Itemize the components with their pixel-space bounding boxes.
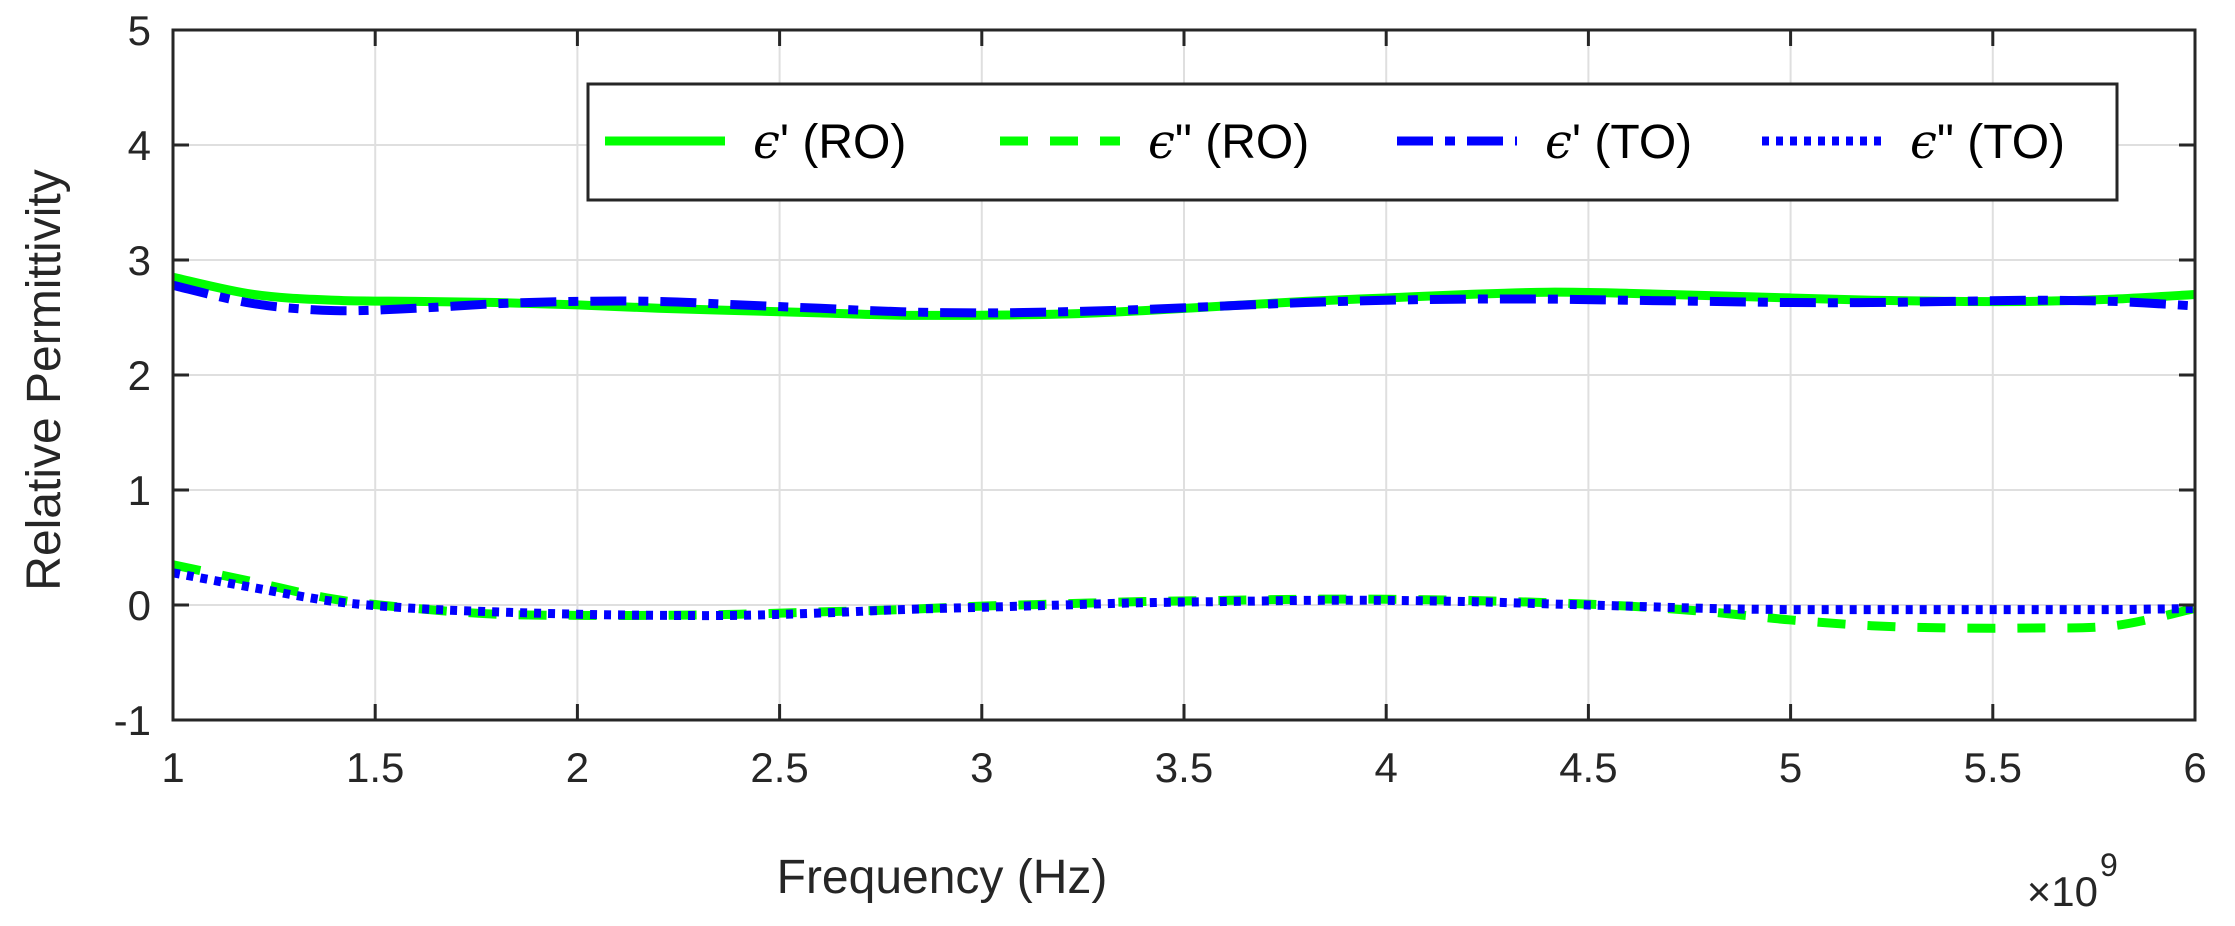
legend-text: " (RO) bbox=[1175, 116, 1309, 169]
y-tick-label: 1 bbox=[128, 467, 151, 514]
x-tick-label: 4 bbox=[1375, 744, 1398, 791]
x-axis-label: Frequency (Hz) bbox=[777, 851, 1108, 904]
x-tick-label: 3 bbox=[970, 744, 993, 791]
x-tick-label: 6 bbox=[2183, 744, 2206, 791]
x-tick-label: 5.5 bbox=[1964, 744, 2022, 791]
legend-item-eps-imag-ro: ϵ" (RO) bbox=[1000, 114, 1309, 170]
x-tick-label: 1.5 bbox=[346, 744, 404, 791]
legend-item-eps-imag-to: ϵ" (TO) bbox=[1762, 114, 2065, 170]
tick-labels: 1 1.5 2 2.5 3 3.5 4 4.5 5 5.5 6 -1 0 1 2 3 4 5 bbox=[114, 7, 2207, 791]
ticks bbox=[171, 28, 2197, 722]
legend-label: ϵ' (RO) bbox=[753, 114, 906, 170]
x-multiplier-base: ×10 bbox=[2027, 868, 2098, 915]
legend-text: ' (TO) bbox=[1572, 116, 1692, 169]
legend-symbol: ϵ bbox=[1545, 114, 1572, 170]
x-tick-label: 3.5 bbox=[1155, 744, 1213, 791]
x-tick-label: 5 bbox=[1779, 744, 1802, 791]
legend-symbol: ϵ bbox=[753, 114, 780, 170]
y-tick-label: 4 bbox=[128, 122, 151, 169]
y-tick-label: 3 bbox=[128, 237, 151, 284]
legend-symbol: ϵ bbox=[1148, 114, 1175, 170]
x-multiplier: ×10 9 bbox=[2027, 847, 2118, 915]
legend-item-eps-real-to: ϵ' (TO) bbox=[1397, 114, 1692, 170]
series-eps-real-to bbox=[171, 280, 2196, 318]
legend-label: ϵ" (TO) bbox=[1910, 114, 2065, 170]
legend-text: ' (RO) bbox=[780, 116, 906, 169]
legend-label: ϵ' (TO) bbox=[1545, 114, 1692, 170]
x-tick-label: 1 bbox=[161, 744, 184, 791]
legend-label: ϵ" (RO) bbox=[1148, 114, 1309, 170]
x-tick-label: 2.5 bbox=[750, 744, 808, 791]
legend-item-eps-real-ro: ϵ' (RO) bbox=[605, 114, 906, 170]
y-tick-label: -1 bbox=[114, 697, 151, 744]
legend-text: " (TO) bbox=[1937, 116, 2065, 169]
series-group bbox=[171, 272, 2196, 633]
legend: ϵ' (RO) ϵ" (RO) ϵ' (TO) ϵ" (TO) bbox=[586, 82, 2119, 202]
x-multiplier-exponent: 9 bbox=[2100, 847, 2118, 883]
legend-symbol: ϵ bbox=[1910, 114, 1937, 170]
x-tick-label: 2 bbox=[566, 744, 589, 791]
y-axis-label: Relative Permittivity bbox=[18, 169, 71, 590]
y-tick-label: 2 bbox=[128, 352, 151, 399]
x-tick-label: 4.5 bbox=[1559, 744, 1617, 791]
series-eps-imag-to bbox=[172, 568, 2196, 621]
y-tick-label: 0 bbox=[128, 582, 151, 629]
y-tick-label: 5 bbox=[128, 7, 151, 54]
